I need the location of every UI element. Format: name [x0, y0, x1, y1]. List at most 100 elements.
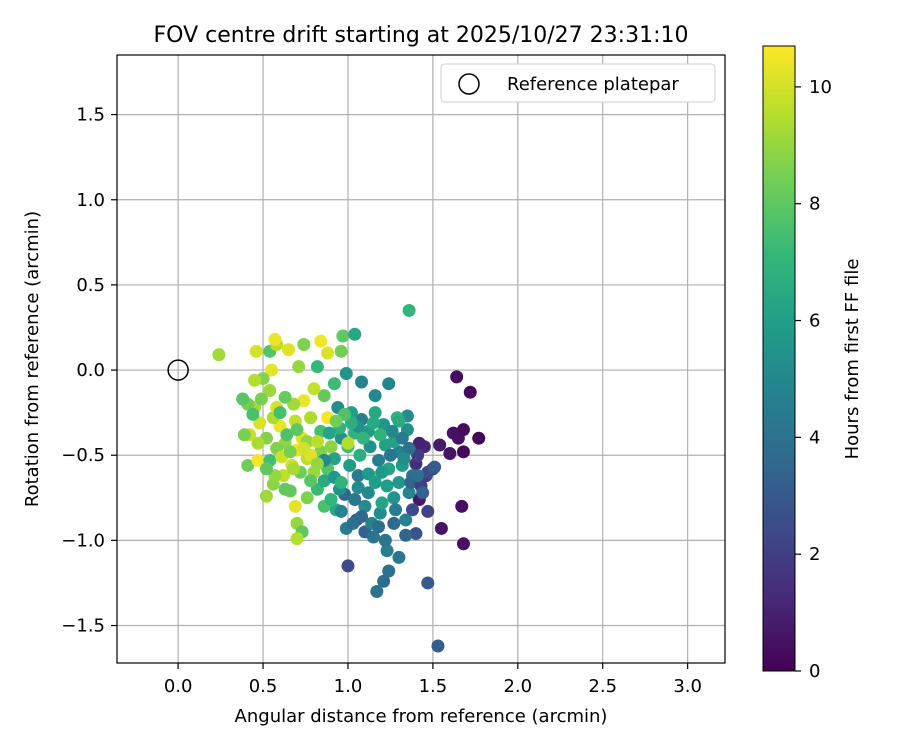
y-tick-label: −1.0 [61, 530, 105, 551]
scatter-point [304, 474, 318, 488]
scatter-point [373, 506, 387, 520]
colorbar-tick-label: 0 [809, 661, 820, 682]
legend-reference-marker [458, 73, 480, 95]
scatter-point [399, 513, 413, 527]
scatter-point [380, 544, 394, 558]
scatter-point [382, 377, 396, 391]
scatter-point [268, 332, 282, 346]
scatter-point [392, 475, 406, 489]
colorbar-tick-label: 8 [809, 194, 820, 215]
scatter-point [392, 550, 406, 564]
scatter-point [355, 375, 369, 389]
scatter-point [297, 394, 311, 408]
scatter-point [387, 516, 401, 530]
scatter-point [324, 493, 338, 507]
colorbar-tick-label: 2 [809, 544, 820, 565]
scatter-point [366, 530, 380, 544]
scatter-point [327, 452, 341, 466]
colorbar-tick-label: 4 [809, 427, 820, 448]
scatter-point [236, 392, 250, 406]
scatter-point [402, 486, 416, 500]
scatter-point [265, 363, 279, 377]
scatter-point [336, 329, 350, 343]
grid-lines [117, 55, 725, 663]
scatter-point [443, 447, 457, 461]
y-tick-label: 1.0 [76, 190, 105, 211]
scatter-point [237, 428, 251, 442]
scatter-point [375, 496, 389, 510]
scatter-point [416, 486, 430, 500]
scatter-point [339, 366, 353, 380]
scatter-point [334, 504, 348, 518]
x-tick-label: 2.0 [503, 676, 532, 697]
scatter-point [397, 452, 411, 466]
scatter-point [351, 469, 365, 483]
scatter-point [288, 499, 302, 513]
x-tick-label: 3.0 [673, 676, 702, 697]
x-axis-ticks: 0.0 0.5 1.0 1.5 2.0 2.5 3.0 [164, 663, 702, 697]
scatter-point [446, 426, 460, 440]
scatter-point [361, 486, 375, 500]
scatter-point [251, 436, 265, 450]
scatter-point [368, 406, 382, 420]
scatter-point [433, 438, 447, 452]
scatter-point [389, 503, 403, 517]
legend-entry-reference: Reference platepar [507, 74, 679, 95]
scatter-point [412, 436, 426, 450]
y-axis-ticks: −1.5 −1.0 −0.5 0.0 0.5 1.0 1.5 [61, 105, 117, 637]
scatter-point [370, 584, 384, 598]
scatter-point [372, 453, 386, 467]
colorbar-tick-label: 10 [809, 77, 832, 98]
scatter-point [287, 462, 301, 476]
scatter-point [283, 445, 297, 459]
scatter-point [317, 474, 331, 488]
scatter-point [372, 520, 386, 534]
scatter-point [353, 448, 367, 462]
scatter-point [434, 521, 448, 535]
scatter-point [421, 576, 435, 590]
scatter-point [472, 431, 486, 445]
scatter-point [406, 503, 420, 517]
scatter-point [280, 428, 294, 442]
scatter-point [307, 382, 321, 396]
scatter-point [278, 390, 292, 404]
scatter-point [314, 334, 328, 348]
scatter-point [387, 491, 401, 505]
scatter-point [324, 440, 338, 454]
scatter-point [341, 436, 355, 450]
scatter-point [329, 414, 343, 428]
scatter-point [322, 426, 336, 440]
x-tick-label: 0.0 [164, 676, 193, 697]
scatter-point [310, 457, 324, 471]
scatter-point [341, 559, 355, 573]
y-tick-label: −0.5 [61, 445, 105, 466]
scatter-point [317, 389, 331, 403]
x-tick-label: 1.5 [419, 676, 448, 697]
scatter-point [290, 532, 304, 546]
scatter-point [248, 373, 262, 387]
scatter-point [421, 504, 435, 518]
scatter-point [450, 370, 464, 384]
scatter-point [373, 428, 387, 442]
x-axis-label: Angular distance from reference (arcmin) [235, 706, 608, 727]
chart-title: FOV centre drift starting at 2025/10/27 … [154, 23, 689, 48]
scatter-point [378, 533, 392, 547]
scatter-point [290, 423, 304, 437]
scatter-point [392, 414, 406, 428]
scatter-point [249, 344, 263, 358]
scatter-point [297, 338, 311, 352]
scatter-point [259, 462, 273, 476]
y-tick-label: 0.5 [76, 275, 105, 296]
x-tick-label: 1.0 [334, 676, 363, 697]
scatter-point [395, 431, 409, 445]
x-tick-label: 2.5 [588, 676, 617, 697]
scatter-point [310, 360, 324, 374]
scatter-points [212, 303, 486, 653]
scatter-point [368, 389, 382, 403]
scatter-point [366, 416, 380, 430]
legend: Reference platepar [440, 63, 716, 103]
scatter-point [304, 411, 318, 425]
scatter-point [254, 392, 268, 406]
scatter-point [292, 360, 306, 374]
scatter-point [278, 482, 292, 496]
